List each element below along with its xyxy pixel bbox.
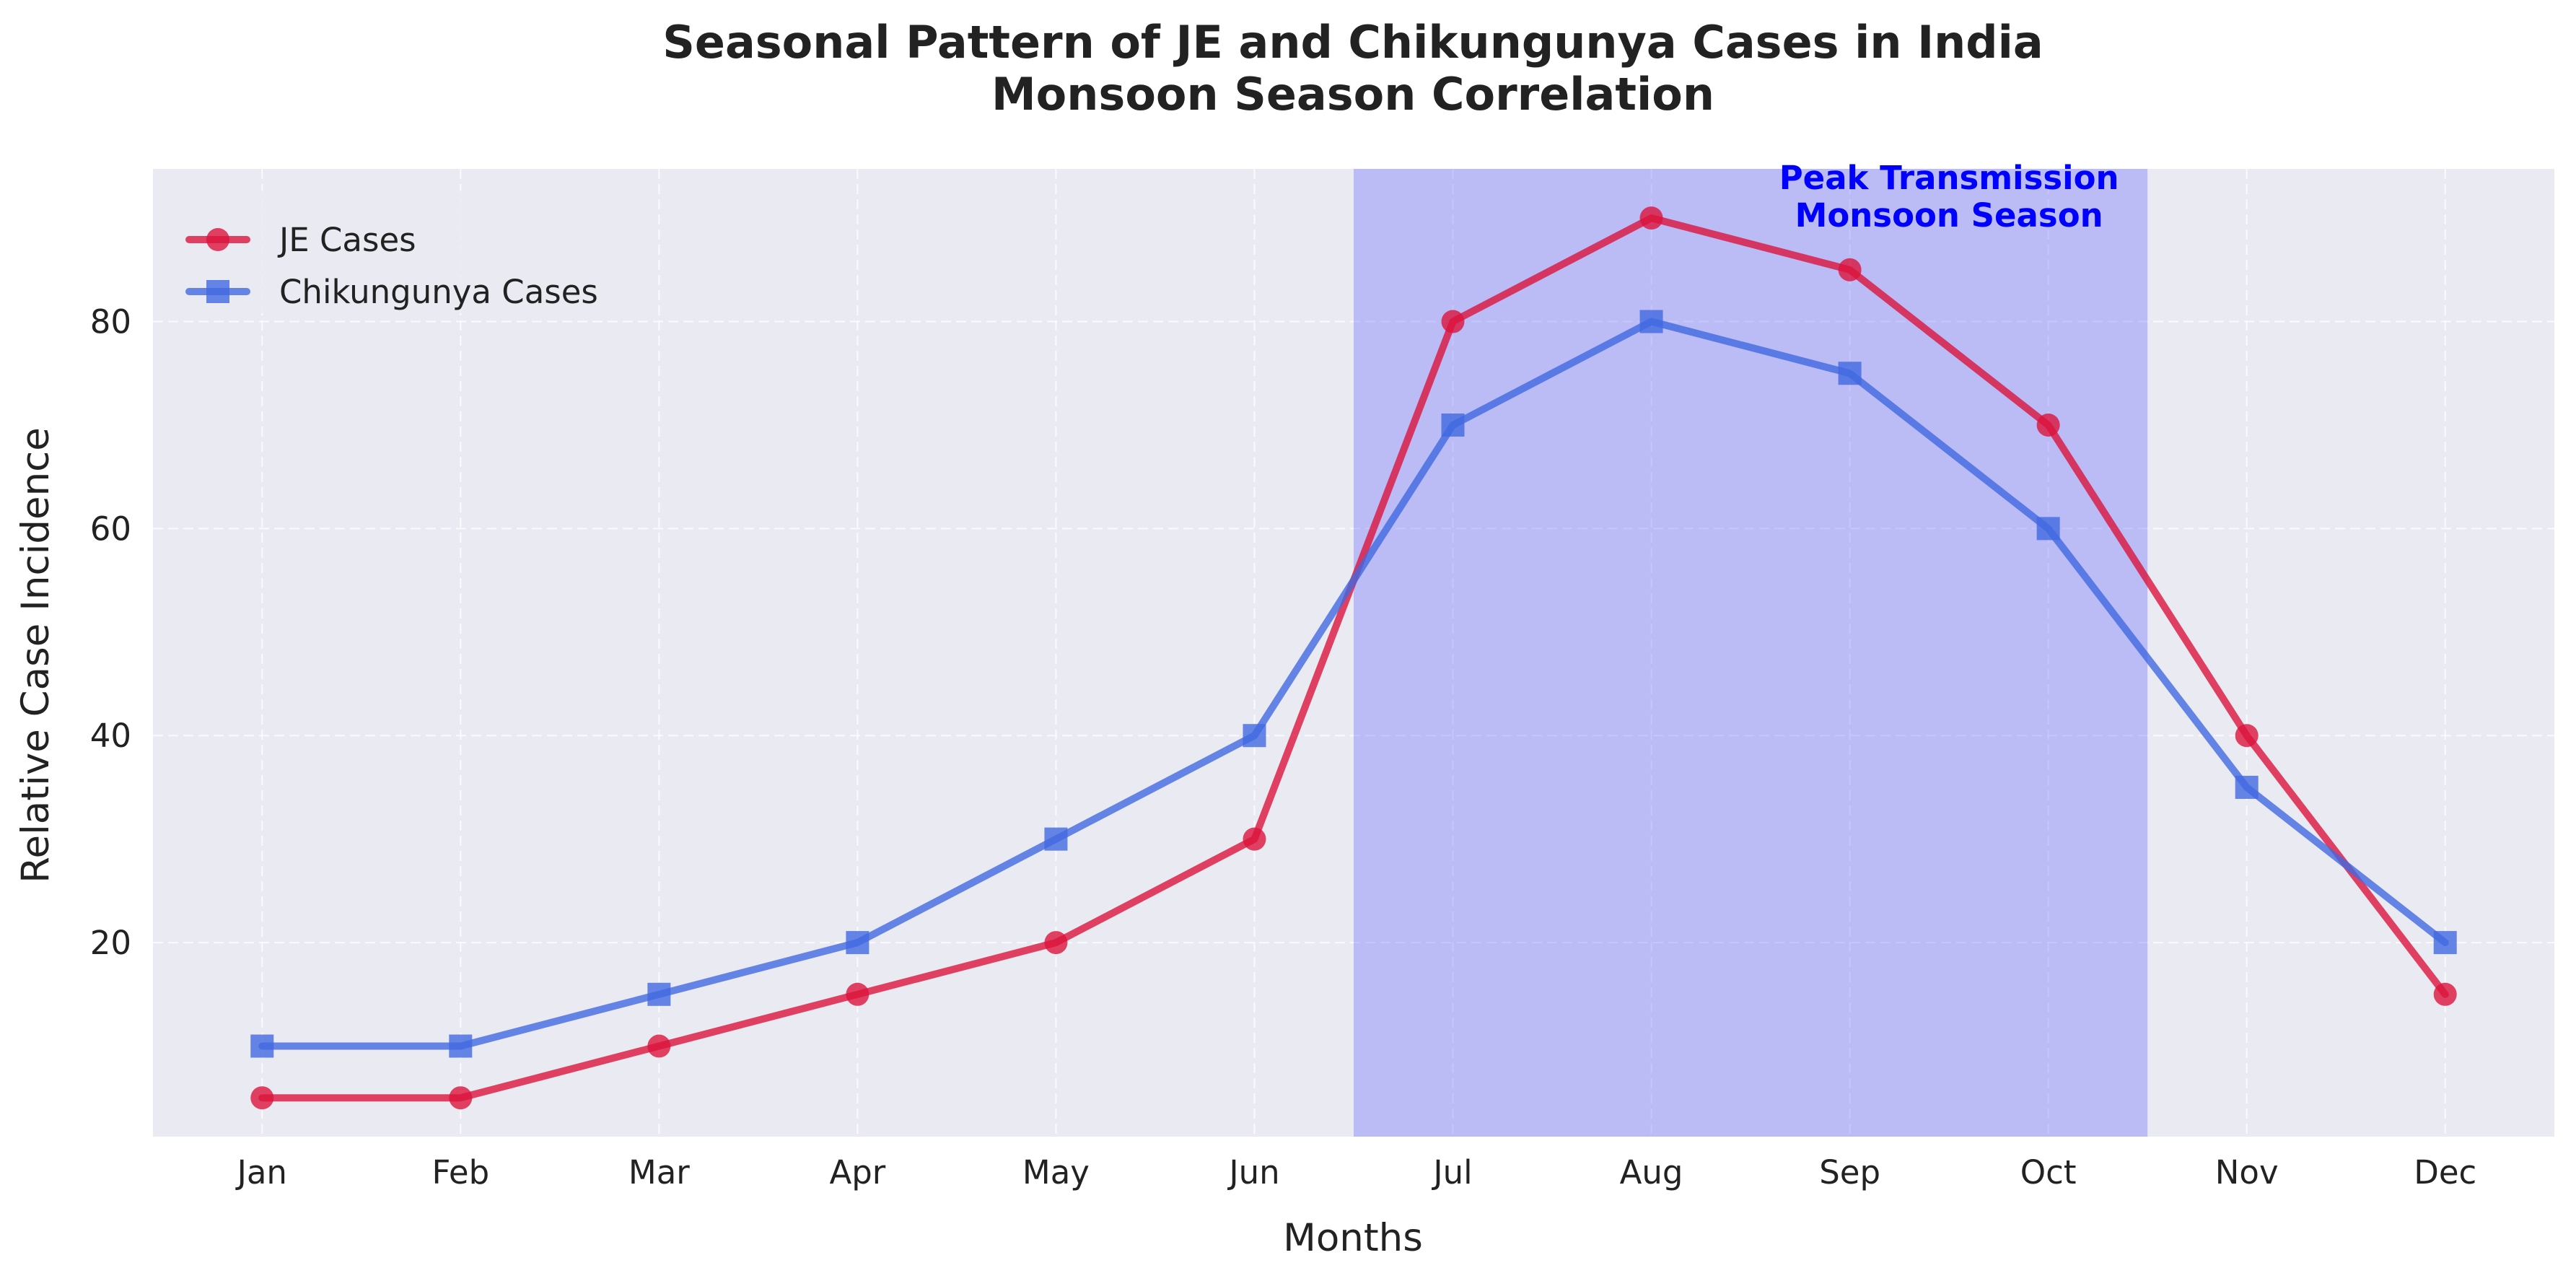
y-tick-label: 60 — [90, 510, 131, 548]
data-point — [250, 1086, 274, 1110]
data-point — [846, 931, 869, 955]
y-axis-label: Relative Case Incidence — [14, 427, 58, 883]
legend-label: Chikungunya Cases — [279, 273, 598, 311]
data-point — [2433, 982, 2457, 1006]
plot-area — [153, 169, 2554, 1137]
grid-lines — [153, 169, 2554, 1137]
x-tick-label: Feb — [431, 1153, 489, 1192]
data-point — [1441, 413, 1465, 437]
x-tick-label: Apr — [829, 1153, 885, 1192]
x-tick-label: Oct — [2020, 1153, 2077, 1192]
data-point — [1639, 310, 1663, 333]
legend-marker-circle — [206, 228, 229, 251]
legend-item: Chikungunya Cases — [185, 273, 598, 311]
x-tick-label: Jul — [1431, 1153, 1472, 1192]
x-tick-labels: Jan Feb Mar Apr May Jun Jul Aug Sep Oct Nov Dec — [235, 1153, 2477, 1192]
data-point — [2235, 775, 2259, 799]
data-point — [1838, 362, 1862, 385]
data-point — [2036, 413, 2060, 437]
legend-label: JE Cases — [277, 221, 416, 259]
x-tick-label: Sep — [1819, 1153, 1880, 1192]
data-point — [1838, 258, 1862, 281]
data-point — [2235, 724, 2259, 748]
legend: JE Cases Chikungunya Cases — [175, 191, 622, 313]
x-tick-label: May — [1022, 1153, 1090, 1192]
chart-subtitle: Monsoon Season Correlation — [991, 68, 1714, 121]
y-tick-label: 20 — [90, 924, 131, 962]
x-tick-label: Aug — [1620, 1153, 1683, 1192]
x-tick-label: Nov — [2215, 1153, 2279, 1192]
series-chikungunya-cases — [250, 310, 2457, 1058]
series-layer — [250, 206, 2457, 1110]
y-tick-label: 40 — [90, 717, 131, 755]
annotation-line-2: Monsoon Season — [1795, 196, 2103, 235]
data-point — [449, 1034, 473, 1058]
monsoon-highlight-band — [1354, 169, 2148, 1137]
y-tick-label: 80 — [90, 303, 131, 341]
x-tick-label: Jun — [1227, 1153, 1279, 1192]
x-tick-label: Dec — [2414, 1153, 2476, 1192]
legend-item: JE Cases — [185, 221, 416, 259]
data-point — [1044, 931, 1068, 955]
peak-annotation: Peak Transmission Monsoon Season — [1779, 159, 2119, 235]
data-point — [647, 982, 671, 1006]
series-line — [258, 318, 2449, 1050]
x-axis-label: Months — [1283, 1216, 1423, 1260]
data-point — [1243, 827, 1266, 851]
data-point — [2036, 517, 2060, 541]
legend-box — [175, 191, 622, 313]
y-tick-labels: 20 40 60 80 — [90, 303, 131, 963]
data-point — [449, 1086, 473, 1110]
data-point — [1441, 310, 1465, 333]
data-point — [1639, 206, 1663, 230]
data-point — [846, 982, 869, 1006]
legend-marker-square — [206, 280, 229, 303]
annotation-line-1: Peak Transmission — [1779, 159, 2119, 197]
x-tick-label: Jan — [235, 1153, 287, 1192]
data-point — [1044, 827, 1068, 851]
data-point — [250, 1034, 274, 1058]
x-tick-label: Mar — [628, 1153, 690, 1192]
data-point — [1243, 724, 1266, 748]
data-point — [647, 1034, 671, 1058]
data-point — [2433, 931, 2457, 955]
chart-title: Seasonal Pattern of JE and Chikungunya C… — [662, 16, 2043, 69]
